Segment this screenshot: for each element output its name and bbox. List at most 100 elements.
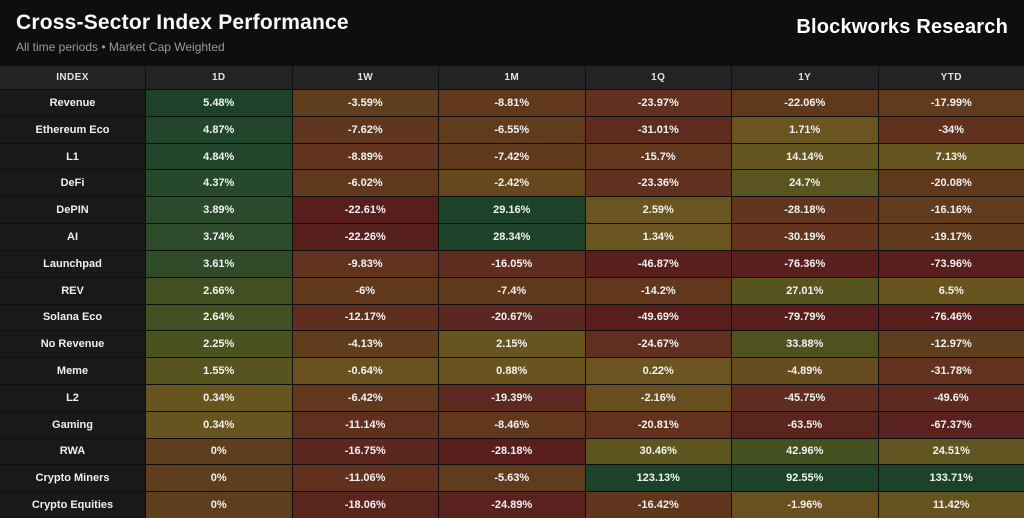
value-cell: -2.16% — [585, 384, 731, 411]
index-cell: DePIN — [0, 197, 145, 224]
value-cell: -8.89% — [292, 143, 438, 170]
value-cell: 0.34% — [146, 411, 292, 438]
value-cell: 7.13% — [878, 143, 1024, 170]
value-cell: -20.81% — [585, 411, 731, 438]
value-cell: 133.71% — [878, 465, 1024, 492]
value-cell: -76.46% — [878, 304, 1024, 331]
value-cell: -17.99% — [878, 90, 1024, 116]
value-cell: -6.02% — [292, 170, 438, 197]
page-subtitle: All time periods • Market Cap Weighted — [16, 40, 225, 54]
value-cell: 2.64% — [146, 304, 292, 331]
value-cell: -2.42% — [439, 170, 585, 197]
value-cell: 2.66% — [146, 277, 292, 304]
value-cell: 24.51% — [878, 438, 1024, 465]
value-cell: -11.06% — [292, 465, 438, 492]
index-cell: Crypto Equities — [0, 492, 145, 518]
value-cell: 14.14% — [732, 143, 878, 170]
value-cell: -22.26% — [292, 224, 438, 250]
index-cell: L2 — [0, 384, 145, 411]
column-header-ytd[interactable]: YTD — [878, 66, 1024, 89]
index-cell: Crypto Miners — [0, 465, 145, 492]
column-header-1w[interactable]: 1W — [292, 66, 438, 89]
value-cell: 4.84% — [146, 143, 292, 170]
value-cell: 0.22% — [585, 358, 731, 384]
value-cell: -16.05% — [439, 250, 585, 277]
index-cell: Solana Eco — [0, 304, 145, 331]
value-cell: -63.5% — [732, 411, 878, 438]
value-cell: 3.89% — [146, 197, 292, 224]
value-cell: 28.34% — [439, 224, 585, 250]
value-cell: -6% — [292, 277, 438, 304]
value-cell: 3.74% — [146, 224, 292, 250]
index-cell: Launchpad — [0, 250, 145, 277]
value-cell: 1.55% — [146, 358, 292, 384]
column-header-1d[interactable]: 1D — [146, 66, 292, 89]
value-cell: -22.61% — [292, 197, 438, 224]
value-cell: 123.13% — [585, 465, 731, 492]
value-cell: 1.34% — [585, 224, 731, 250]
value-cell: -16.75% — [292, 438, 438, 465]
value-cell: -24.67% — [585, 331, 731, 358]
value-cell: 24.7% — [732, 170, 878, 197]
value-cell: -4.89% — [732, 358, 878, 384]
value-cell: 6.5% — [878, 277, 1024, 304]
index-cell: REV — [0, 277, 145, 304]
value-cell: 29.16% — [439, 197, 585, 224]
index-cell: Revenue — [0, 90, 145, 116]
value-cell: -16.42% — [585, 492, 731, 518]
index-cell: AI — [0, 224, 145, 250]
index-cell: L1 — [0, 143, 145, 170]
value-cell: -6.55% — [439, 116, 585, 143]
value-cell: 0.88% — [439, 358, 585, 384]
value-cell: 30.46% — [585, 438, 731, 465]
value-cell: -12.97% — [878, 331, 1024, 358]
value-cell: 3.61% — [146, 250, 292, 277]
value-cell: -20.67% — [439, 304, 585, 331]
value-cell: -20.08% — [878, 170, 1024, 197]
value-cell: 1.71% — [732, 116, 878, 143]
value-cell: -15.7% — [585, 143, 731, 170]
column-header-1m[interactable]: 1M — [439, 66, 585, 89]
value-cell: 2.15% — [439, 331, 585, 358]
value-cell: 2.25% — [146, 331, 292, 358]
value-cell: -31.01% — [585, 116, 731, 143]
brand-logo: Blockworks Research — [796, 16, 1008, 38]
value-cell: -79.79% — [732, 304, 878, 331]
column-header-1q[interactable]: 1Q — [585, 66, 731, 89]
value-cell: -7.4% — [439, 277, 585, 304]
value-cell: -14.2% — [585, 277, 731, 304]
value-cell: -16.16% — [878, 197, 1024, 224]
value-cell: -30.19% — [732, 224, 878, 250]
value-cell: 92.55% — [732, 465, 878, 492]
value-cell: -23.36% — [585, 170, 731, 197]
value-cell: -8.46% — [439, 411, 585, 438]
value-cell: 0% — [146, 438, 292, 465]
value-cell: -0.64% — [292, 358, 438, 384]
index-cell: DeFi — [0, 170, 145, 197]
page-header: Cross-Sector Index Performance All time … — [0, 0, 1024, 66]
value-cell: -6.42% — [292, 384, 438, 411]
value-cell: -7.42% — [439, 143, 585, 170]
value-cell: 27.01% — [732, 277, 878, 304]
value-cell: -18.06% — [292, 492, 438, 518]
value-cell: -3.59% — [292, 90, 438, 116]
index-cell: Meme — [0, 358, 145, 384]
value-cell: -11.14% — [292, 411, 438, 438]
value-cell: -19.39% — [439, 384, 585, 411]
value-cell: -22.06% — [732, 90, 878, 116]
column-header-1y[interactable]: 1Y — [732, 66, 878, 89]
value-cell: 42.96% — [732, 438, 878, 465]
value-cell: 2.59% — [585, 197, 731, 224]
value-cell: 0% — [146, 465, 292, 492]
value-cell: -76.36% — [732, 250, 878, 277]
column-header-index[interactable]: INDEX — [0, 66, 145, 89]
value-cell: -28.18% — [732, 197, 878, 224]
value-cell: -12.17% — [292, 304, 438, 331]
index-cell: No Revenue — [0, 331, 145, 358]
value-cell: -45.75% — [732, 384, 878, 411]
value-cell: -31.78% — [878, 358, 1024, 384]
value-cell: -4.13% — [292, 331, 438, 358]
value-cell: -23.97% — [585, 90, 731, 116]
value-cell: -73.96% — [878, 250, 1024, 277]
value-cell: -49.69% — [585, 304, 731, 331]
